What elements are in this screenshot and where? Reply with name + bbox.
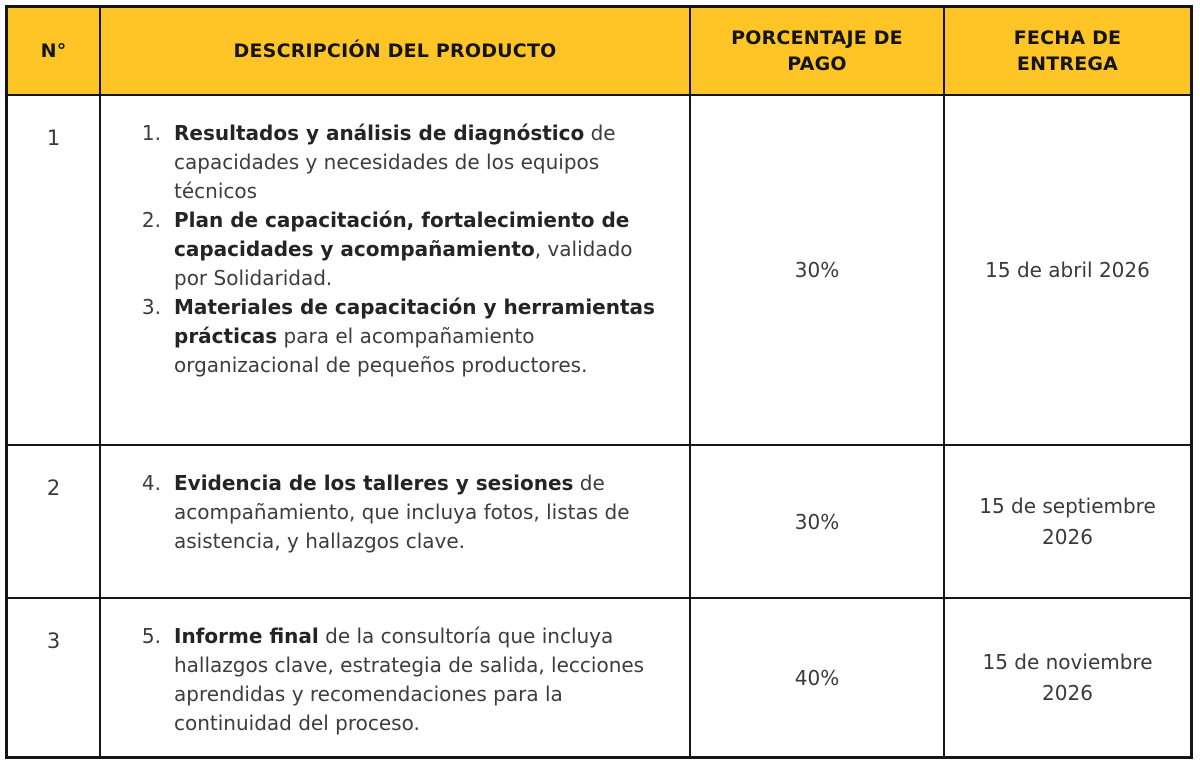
- row-number: 2: [8, 446, 101, 597]
- payment-percentage-cell: 40%: [691, 599, 945, 756]
- deliverable-item: 5. Informe final de la consultoría que i…: [129, 622, 671, 738]
- payment-percentage-cell: 30%: [691, 96, 945, 444]
- table-header-row: N° DESCRIPCIÓN DEL PRODUCTO PORCENTAJE D…: [8, 8, 1190, 96]
- header-number: N°: [8, 8, 101, 94]
- product-description-cell: 1. Resultados y análisis de diagnóstico …: [101, 96, 691, 444]
- product-description-cell: 4. Evidencia de los talleres y sesiones …: [101, 446, 691, 597]
- delivery-date-text: 15 de noviembre 2026: [982, 649, 1153, 705]
- item-text: Resultados y análisis de diagnóstico de …: [174, 121, 616, 203]
- payment-percentage-cell: 30%: [691, 446, 945, 597]
- delivery-date-cell: 15 de noviembre 2026: [945, 599, 1190, 756]
- table-row: 3 5. Informe final de la consultoría que…: [8, 599, 1190, 756]
- item-number: 4.: [141, 471, 161, 495]
- payment-schedule-table: N° DESCRIPCIÓN DEL PRODUCTO PORCENTAJE D…: [5, 5, 1193, 759]
- table-row: 2 4. Evidencia de los talleres y sesione…: [8, 446, 1190, 599]
- item-text: Materiales de capacitación y herramienta…: [174, 295, 655, 377]
- row-number: 1: [8, 96, 101, 444]
- delivery-date-text: 15 de abril 2026: [985, 257, 1150, 282]
- deliverable-item: 2. Plan de capacitación, fortalecimiento…: [129, 206, 671, 293]
- item-number: 1.: [141, 121, 161, 145]
- row-number: 3: [8, 599, 101, 756]
- deliverable-item: 4. Evidencia de los talleres y sesiones …: [129, 469, 671, 556]
- item-number: 2.: [141, 208, 161, 232]
- header-product-description: DESCRIPCIÓN DEL PRODUCTO: [101, 8, 691, 94]
- item-number: 5.: [141, 624, 161, 648]
- delivery-date-cell: 15 de septiembre 2026: [945, 446, 1190, 597]
- delivery-date-cell: 15 de abril 2026: [945, 96, 1190, 444]
- deliverable-item: 1. Resultados y análisis de diagnóstico …: [129, 119, 671, 206]
- header-payment-percentage: PORCENTAJE DE PAGO: [691, 8, 945, 94]
- header-delivery-date: FECHA DE ENTREGA: [945, 8, 1190, 94]
- item-text: Evidencia de los talleres y sesiones de …: [174, 471, 630, 553]
- item-text: Plan de capacitación, fortalecimiento de…: [174, 208, 633, 290]
- item-text: Informe final de la consultoría que incl…: [174, 624, 645, 735]
- item-number: 3.: [141, 295, 161, 319]
- product-description-cell: 5. Informe final de la consultoría que i…: [101, 599, 691, 756]
- delivery-date-text: 15 de septiembre 2026: [979, 493, 1156, 549]
- table-body: 1 1. Resultados y análisis de diagnóstic…: [8, 96, 1190, 756]
- table-row: 1 1. Resultados y análisis de diagnóstic…: [8, 96, 1190, 446]
- deliverable-item: 3. Materiales de capacitación y herramie…: [129, 293, 671, 380]
